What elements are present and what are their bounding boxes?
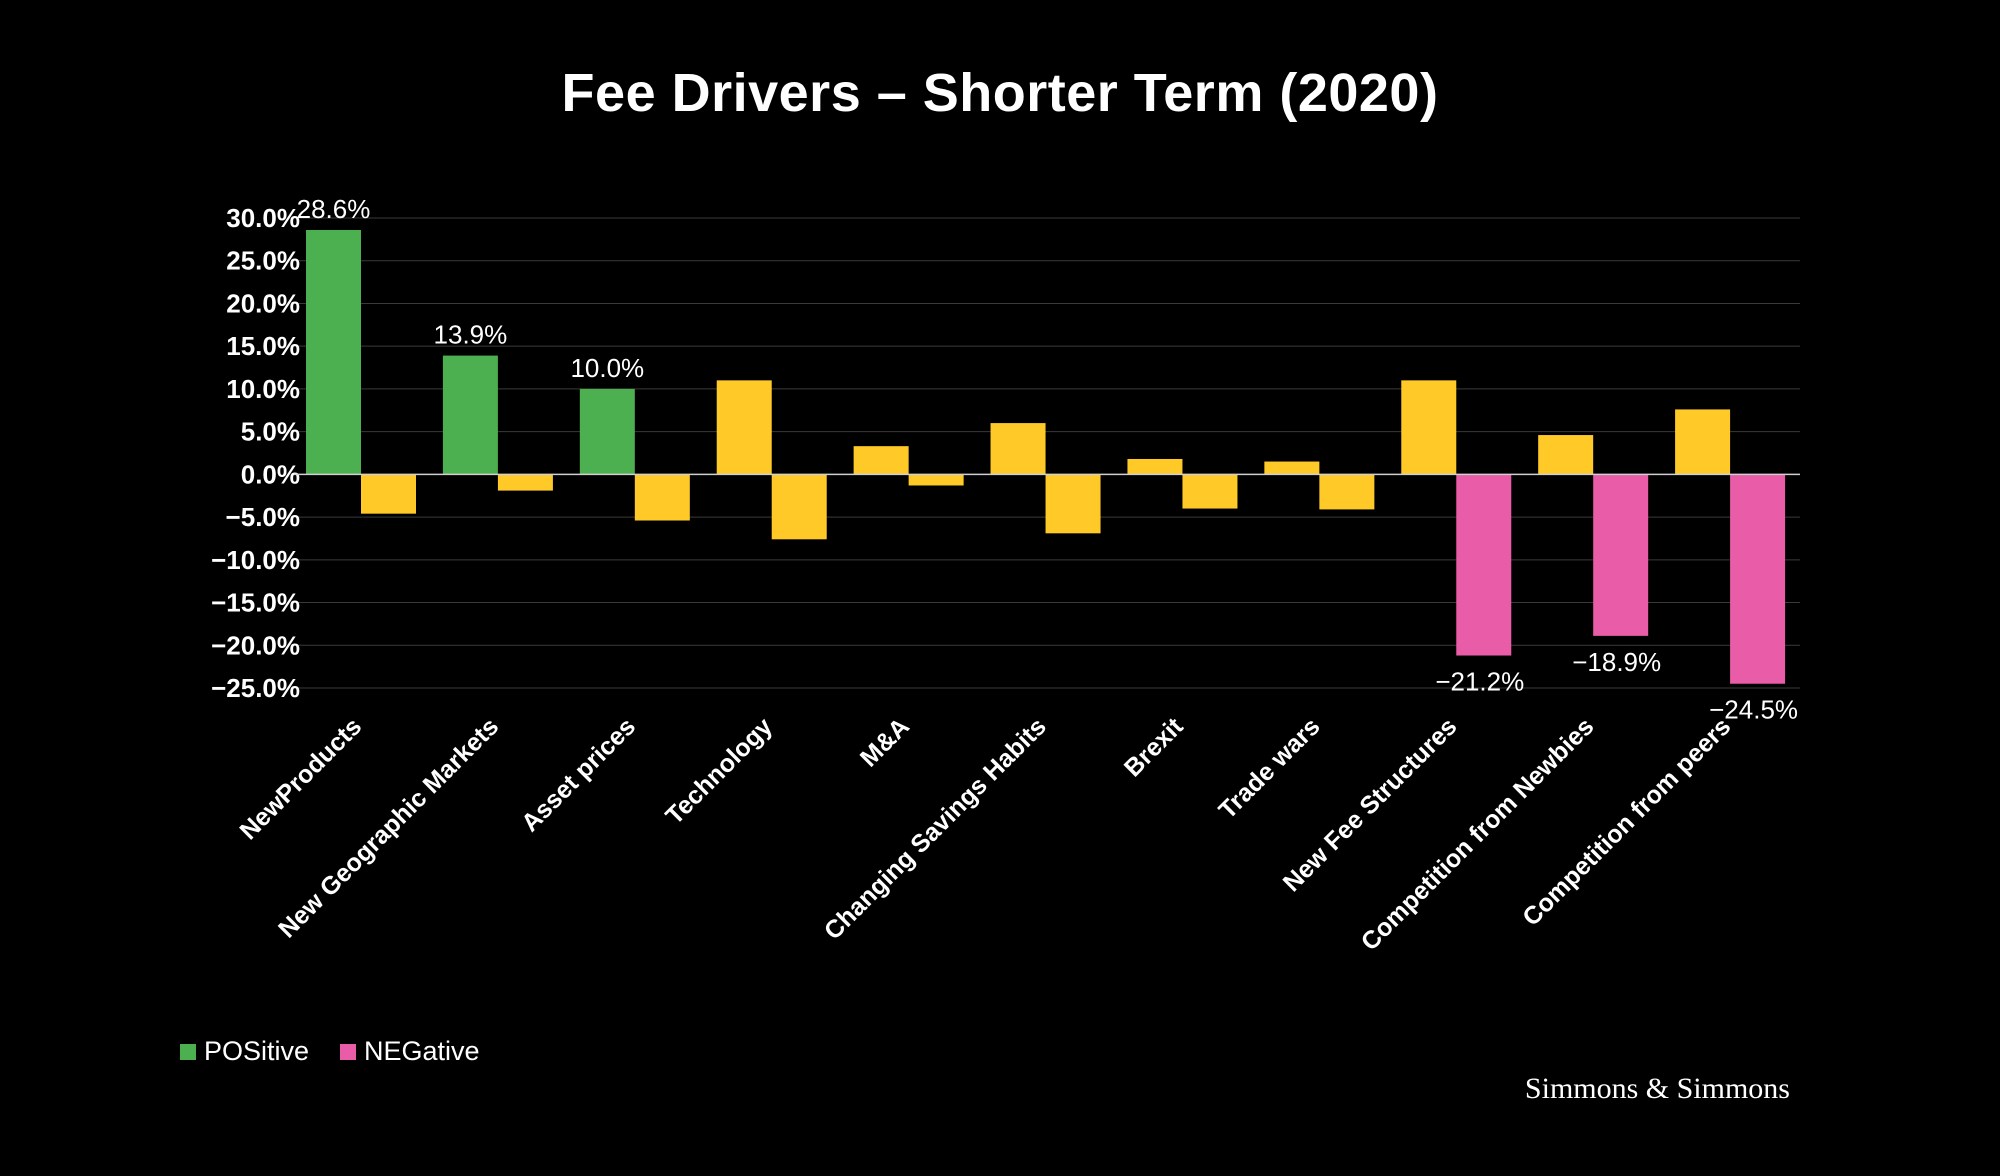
data-label: 28.6% xyxy=(297,194,371,224)
bar xyxy=(1127,458,1183,475)
bar xyxy=(771,474,827,540)
x-tick-label: M&A xyxy=(855,712,915,772)
x-tick-label: Trade wars xyxy=(1213,712,1325,824)
data-label: −21.2% xyxy=(1435,667,1524,697)
y-tick-label: 25.0% xyxy=(226,246,300,276)
bar xyxy=(1675,409,1731,475)
x-tick-label: Competition from Newbies xyxy=(1356,712,1600,956)
x-tick-label: NewProducts xyxy=(234,712,367,845)
data-label: −18.9% xyxy=(1572,647,1661,677)
bar xyxy=(1264,461,1320,475)
y-tick-label: 30.0% xyxy=(226,203,300,233)
y-tick-label: −5.0% xyxy=(226,502,300,532)
bar xyxy=(1456,474,1512,656)
y-tick-label: 10.0% xyxy=(226,374,300,404)
gridlines xyxy=(294,217,1800,689)
bar xyxy=(716,380,772,475)
y-tick-label: −25.0% xyxy=(211,673,300,703)
bar xyxy=(497,474,553,491)
y-tick-label: −20.0% xyxy=(211,630,300,660)
data-label: 13.9% xyxy=(434,320,508,350)
bar xyxy=(361,474,416,514)
bar xyxy=(1182,474,1238,509)
legend-label-positive: POSitive xyxy=(204,1036,310,1066)
bars xyxy=(306,229,1786,684)
legend-swatch-positive xyxy=(180,1043,196,1060)
bar xyxy=(1593,474,1649,636)
y-tick-label: −15.0% xyxy=(211,588,300,618)
brand-logo: Simmons & Simmons xyxy=(1524,1072,1790,1105)
data-label: 10.0% xyxy=(570,353,644,383)
bar xyxy=(1538,435,1594,475)
y-tick-label: 15.0% xyxy=(226,331,300,361)
legend-item-negative: NEGative xyxy=(340,1036,480,1067)
bar xyxy=(990,423,1046,475)
data-label: −24.5% xyxy=(1709,695,1798,725)
bar xyxy=(1401,380,1457,475)
bar xyxy=(1319,474,1375,510)
bar xyxy=(306,229,361,475)
bar xyxy=(579,388,635,475)
x-tick-label: New Geographic Markets xyxy=(273,712,504,943)
x-tick-label: Changing Savings Habits xyxy=(819,712,1052,945)
bar xyxy=(853,446,909,475)
x-tick-label: Brexit xyxy=(1119,712,1189,782)
chart-title: Fee Drivers – Shorter Term (2020) xyxy=(561,63,1439,123)
bar xyxy=(634,474,690,521)
y-tick-label: −10.0% xyxy=(211,545,300,575)
x-tick-label: Technology xyxy=(660,712,778,830)
y-tick-label: 20.0% xyxy=(226,288,300,318)
legend-item-positive: POSitive xyxy=(180,1036,309,1067)
bar xyxy=(1045,474,1101,534)
y-axis-ticks: 30.0% 25.0% 20.0% 15.0% 10.0% 5.0% 0.0% −5.0% −1… xyxy=(211,203,300,703)
y-tick-label: 0.0% xyxy=(241,459,300,489)
bar xyxy=(908,474,964,486)
legend-label-negative: NEGative xyxy=(364,1036,480,1066)
legend-swatch-negative xyxy=(340,1043,356,1060)
bar xyxy=(442,355,498,475)
data-labels: 28.6% 13.9% 10.0% −21.2% −18.9% −24.5% xyxy=(297,194,1798,725)
y-tick-label: 5.0% xyxy=(241,417,300,447)
bar xyxy=(1730,474,1786,684)
x-tick-label: Asset prices xyxy=(516,712,641,837)
